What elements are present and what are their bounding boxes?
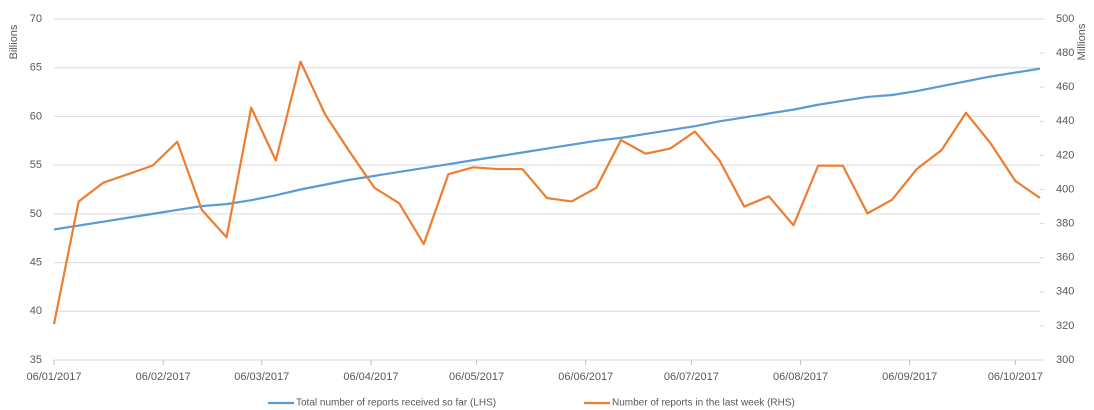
x-tick-label: 06/07/2017 — [664, 371, 719, 383]
y2-axis-label: Millions — [1076, 23, 1088, 60]
y-tick-label: 35 — [30, 354, 42, 366]
y-tick-label: 60 — [30, 110, 42, 122]
series-line — [52, 60, 1041, 325]
x-tick-label: 06/04/2017 — [343, 371, 398, 383]
y-tick-label: 40 — [30, 305, 42, 317]
x-tick-label: 06/01/2017 — [26, 371, 81, 383]
y2-tick-label: 360 — [1056, 252, 1074, 264]
x-tick-label: 06/05/2017 — [449, 371, 504, 383]
y-axis-label: Billions — [8, 24, 20, 59]
x-tick-label: 06/10/2017 — [988, 371, 1043, 383]
y2-tick-label: 300 — [1056, 354, 1074, 366]
y2-tick-label: 480 — [1056, 47, 1074, 59]
y2-tick-label: 440 — [1056, 115, 1074, 127]
y-tick-label: 45 — [30, 256, 42, 268]
legend-label: Number of reports in the last week (RHS) — [612, 398, 795, 409]
y-tick-label: 55 — [30, 159, 42, 171]
x-tick-label: 06/09/2017 — [882, 371, 937, 383]
y2-tick-label: 420 — [1056, 149, 1074, 161]
x-tick-label: 06/08/2017 — [773, 371, 828, 383]
legend-label: Total number of reports received so far … — [296, 398, 496, 409]
y-tick-label: 65 — [30, 62, 42, 74]
y2-tick-label: 380 — [1056, 218, 1074, 230]
x-tick-label: 06/03/2017 — [234, 371, 289, 383]
y2-tick-label: 400 — [1056, 183, 1074, 195]
y2-tick-label: 500 — [1056, 13, 1074, 25]
y2-tick-label: 320 — [1056, 320, 1074, 332]
series-line — [53, 67, 1041, 231]
y-tick-label: 50 — [30, 208, 42, 220]
y2-tick-label: 460 — [1056, 81, 1074, 93]
y2-tick-label: 340 — [1056, 286, 1074, 298]
x-tick-label: 06/06/2017 — [558, 371, 613, 383]
x-tick-label: 06/02/2017 — [136, 371, 191, 383]
y-tick-label: 70 — [30, 13, 42, 25]
